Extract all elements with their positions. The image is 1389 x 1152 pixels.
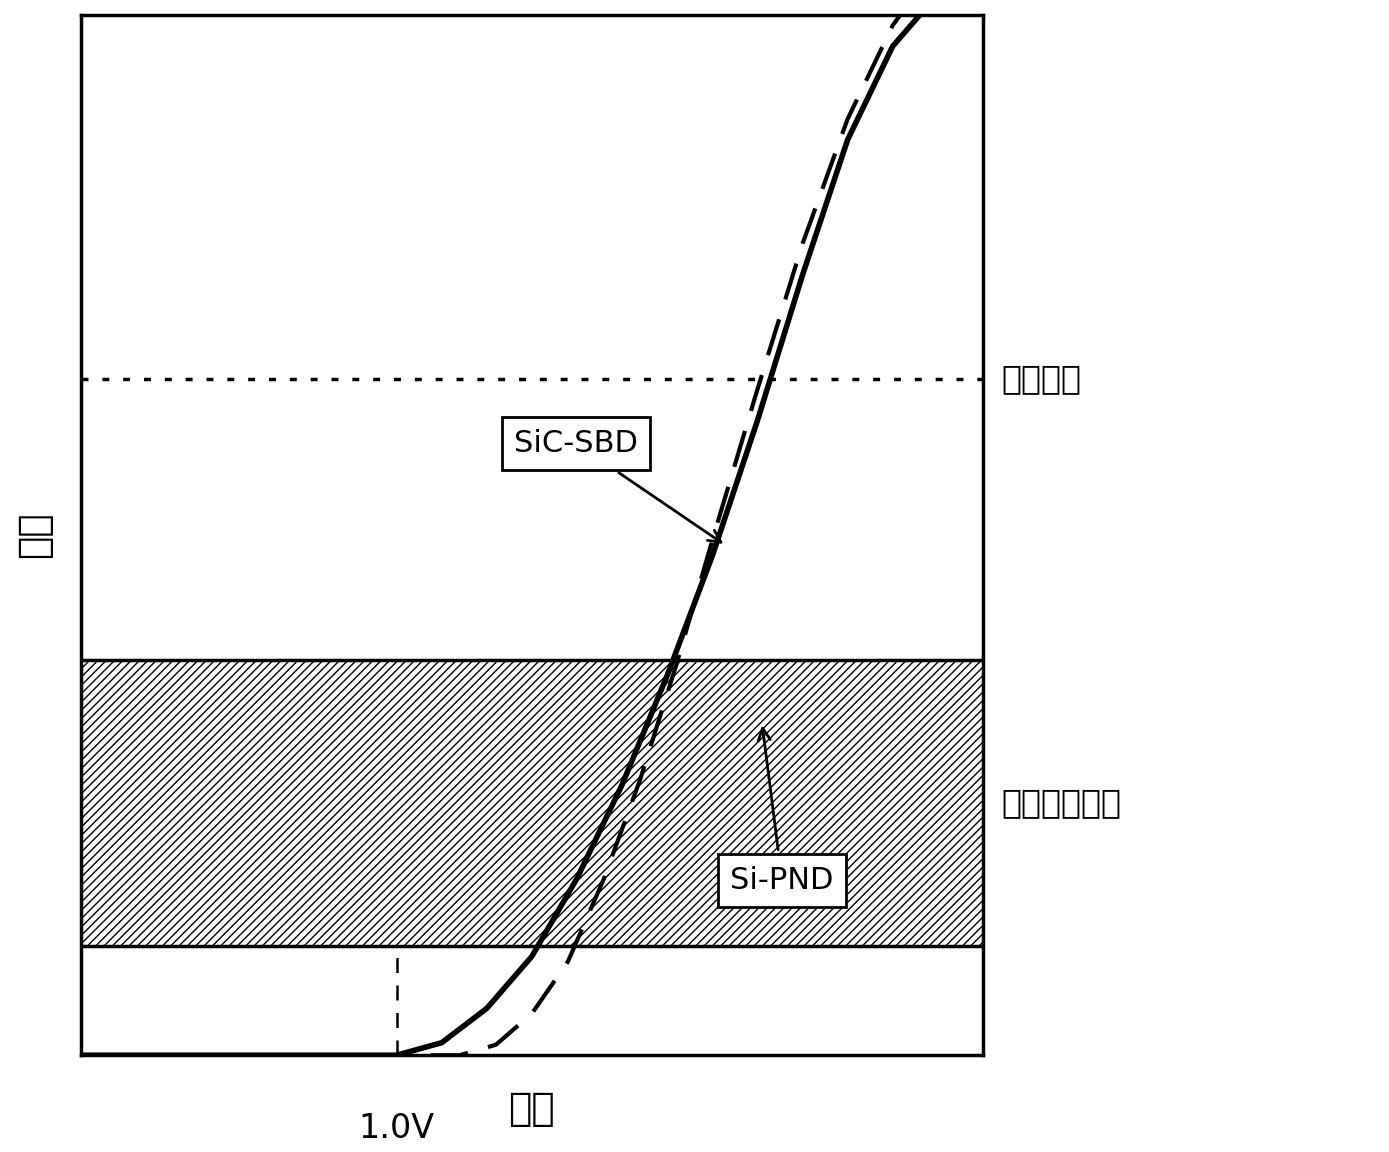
Text: 通常使用区域: 通常使用区域 [1000,787,1121,819]
Text: Si-PND: Si-PND [731,728,833,895]
X-axis label: 电压: 电压 [508,1090,556,1128]
Text: 元件额定: 元件额定 [1000,363,1081,395]
Y-axis label: 电流: 电流 [15,511,53,559]
Text: SiC-SBD: SiC-SBD [514,429,721,543]
Text: 1.0V: 1.0V [358,1113,435,1145]
